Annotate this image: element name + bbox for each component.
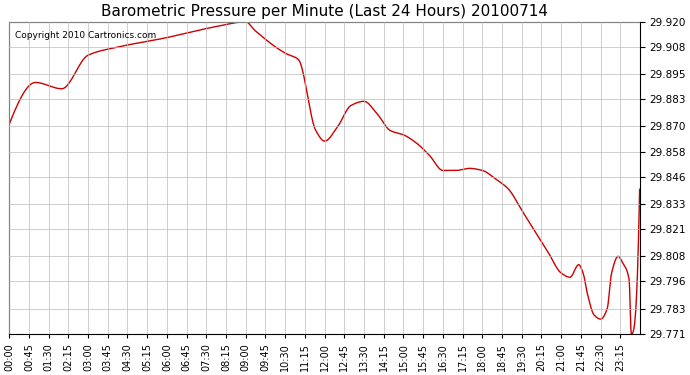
Text: Copyright 2010 Cartronics.com: Copyright 2010 Cartronics.com bbox=[15, 31, 157, 40]
Title: Barometric Pressure per Minute (Last 24 Hours) 20100714: Barometric Pressure per Minute (Last 24 … bbox=[101, 4, 548, 19]
